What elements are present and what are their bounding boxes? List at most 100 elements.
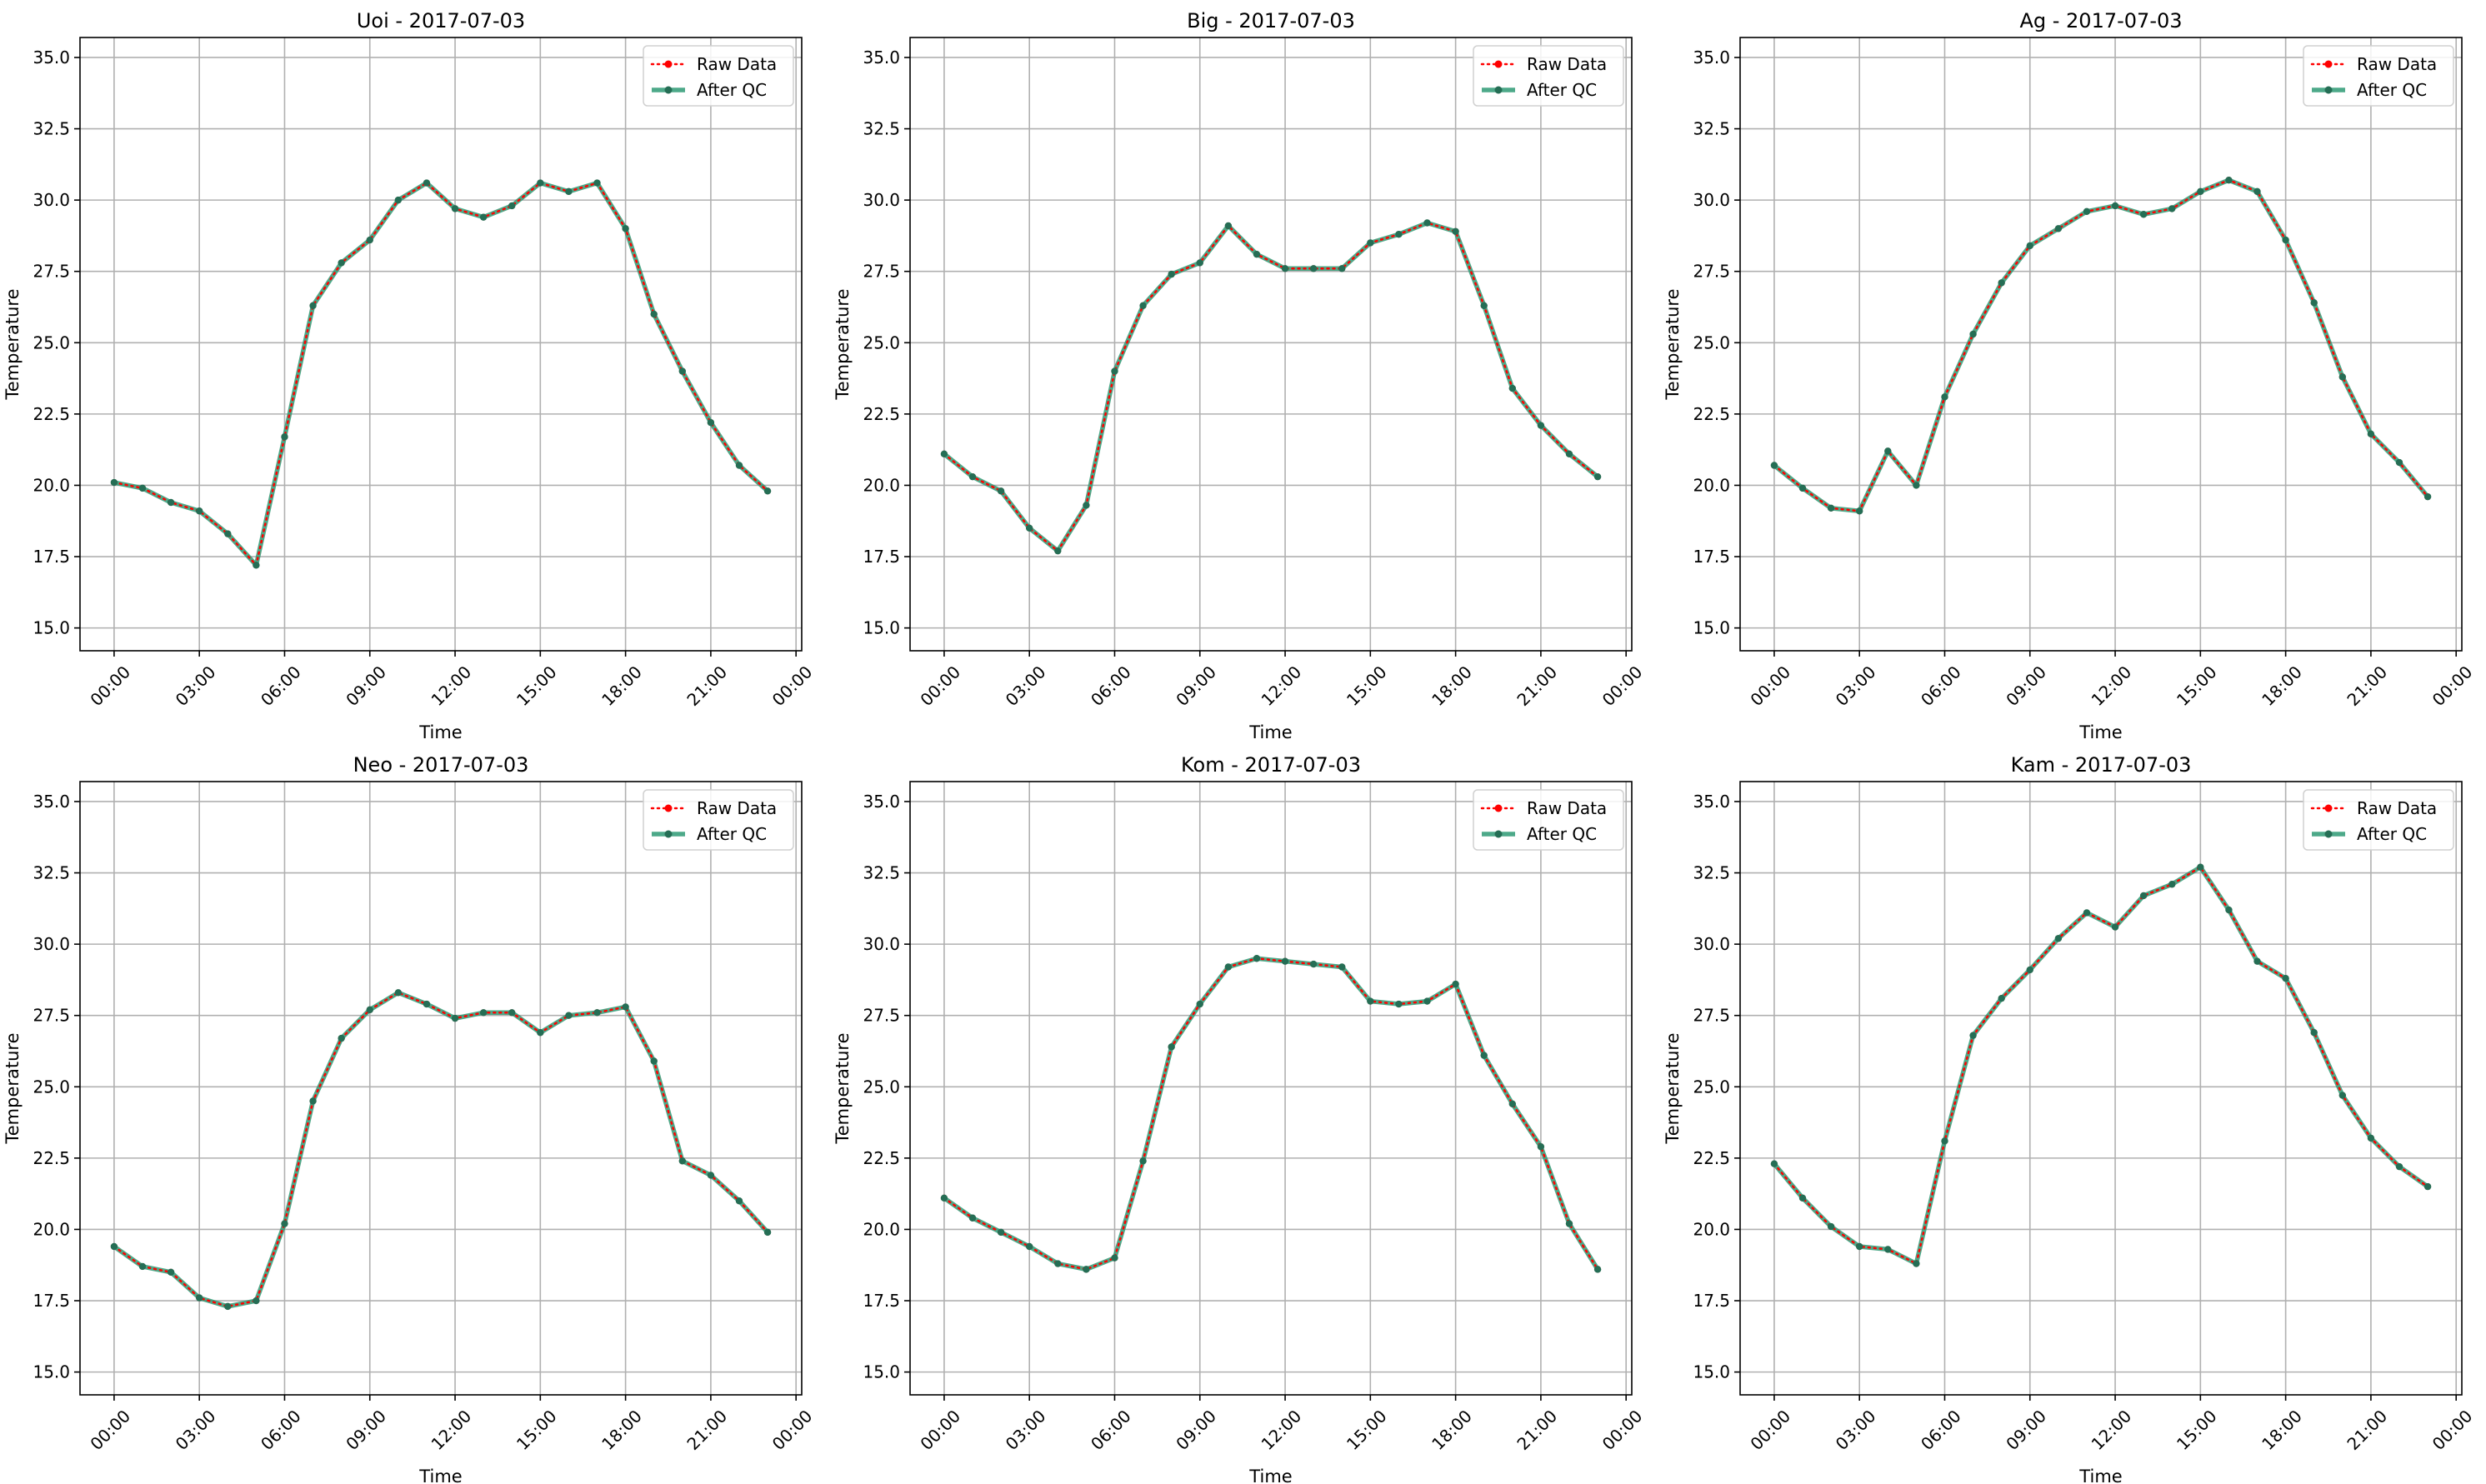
y-tick-label: 30.0 bbox=[863, 190, 900, 210]
legend-raw-label: Raw Data bbox=[2357, 54, 2437, 74]
y-tick-label: 15.0 bbox=[863, 1362, 900, 1382]
legend: Raw Data After QC bbox=[643, 789, 794, 851]
y-tick-label: 25.0 bbox=[1693, 1077, 1730, 1097]
x-tick-label: 09:00 bbox=[2002, 662, 2050, 710]
after-qc-point bbox=[1111, 367, 1118, 375]
grid-lines bbox=[1740, 37, 2462, 651]
x-tick-label: 06:00 bbox=[257, 662, 305, 710]
after-qc-point bbox=[1480, 302, 1488, 309]
y-tick-label: 20.0 bbox=[1693, 1219, 1730, 1239]
after-qc-point bbox=[678, 1157, 687, 1165]
after-qc-point bbox=[2310, 1029, 2318, 1037]
after-qc-point bbox=[1798, 484, 1807, 492]
x-tick-label: 18:00 bbox=[1428, 662, 1476, 710]
series-line-after-qc bbox=[1772, 864, 2430, 1267]
plot-area bbox=[1740, 782, 2462, 1395]
after-qc-point bbox=[1565, 1220, 1573, 1227]
after-qc-point bbox=[2338, 373, 2347, 381]
x-tick-label: 00:00 bbox=[86, 662, 134, 710]
y-tick-label: 22.5 bbox=[1693, 404, 1730, 424]
after-qc-point bbox=[2026, 966, 2033, 974]
after-qc-point bbox=[167, 1268, 175, 1277]
chart-title: Kom - 2017-07-03 bbox=[1181, 753, 1361, 777]
chart-title: Neo - 2017-07-03 bbox=[353, 753, 529, 777]
after-qc-point bbox=[2111, 202, 2119, 210]
legend-qc-label: After QC bbox=[697, 824, 767, 844]
y-tick-label: 27.5 bbox=[1693, 262, 1730, 282]
after-qc-point bbox=[508, 202, 516, 210]
plot-area bbox=[910, 782, 1632, 1395]
after-qc-point bbox=[366, 236, 373, 244]
x-axis-label: Time bbox=[2078, 722, 2122, 742]
series-line-after-qc bbox=[942, 956, 1600, 1272]
after-qc-point bbox=[997, 487, 1005, 495]
legend-qc-label: After QC bbox=[2357, 80, 2427, 100]
grid-lines bbox=[80, 37, 802, 651]
x-tick-label: 00:00 bbox=[1746, 662, 1794, 710]
after-qc-point bbox=[366, 1006, 373, 1014]
chart-panel-3: 15.0 17.5 20.0 22.5 25.0 27.5 30.0 32.5 35.0 00:0… bbox=[1663, 9, 2476, 742]
after-qc-point bbox=[423, 179, 431, 187]
x-tick-label: 15:00 bbox=[1343, 662, 1391, 710]
after-qc-point bbox=[1593, 1266, 1602, 1273]
x-tick-label: 09:00 bbox=[342, 1406, 390, 1454]
y-tick-label: 20.0 bbox=[33, 1219, 70, 1239]
x-tick-label: 00:00 bbox=[1746, 1406, 1794, 1454]
after-qc-point bbox=[1884, 1246, 1892, 1253]
after-qc-point bbox=[1423, 997, 1431, 1005]
after-qc-point bbox=[622, 225, 629, 232]
y-axis-label: Temperature bbox=[3, 288, 23, 400]
after-qc-point bbox=[1913, 482, 1920, 489]
after-qc-point bbox=[2168, 881, 2176, 888]
x-axis-label: Time bbox=[1248, 722, 1292, 742]
after-qc-point bbox=[253, 1297, 260, 1305]
after-qc-point bbox=[394, 989, 403, 997]
after-qc-point bbox=[593, 179, 601, 187]
x-axis-label: Time bbox=[1248, 1467, 1292, 1484]
after-qc-point bbox=[167, 498, 175, 507]
legend-qc-marker bbox=[1494, 830, 1503, 838]
after-qc-point bbox=[622, 1003, 629, 1011]
after-qc-point bbox=[2282, 236, 2289, 244]
after-qc-point bbox=[1309, 265, 1318, 272]
after-qc-point bbox=[997, 1228, 1005, 1237]
legend: Raw Data After QC bbox=[643, 45, 794, 107]
y-tick-label: 30.0 bbox=[1693, 934, 1730, 954]
after-qc-point bbox=[110, 1242, 118, 1251]
after-qc-point bbox=[451, 205, 459, 212]
after-qc-point bbox=[968, 1214, 977, 1222]
y-tick-label: 30.0 bbox=[33, 190, 70, 210]
y-tick-label: 30.0 bbox=[33, 934, 70, 954]
after-qc-point bbox=[2253, 187, 2261, 196]
legend-raw-marker bbox=[1494, 60, 1503, 68]
plot-area bbox=[80, 37, 802, 651]
x-tick-label: 21:00 bbox=[2343, 662, 2391, 710]
axes-frame bbox=[909, 37, 1633, 652]
x-tick-label: 09:00 bbox=[2002, 1406, 2050, 1454]
after-qc-point bbox=[1281, 957, 1289, 965]
after-qc-point bbox=[1855, 1242, 1863, 1251]
x-tick-label: 09:00 bbox=[342, 662, 390, 710]
after-qc-point bbox=[224, 1302, 232, 1311]
x-tick-label: 15:00 bbox=[2173, 662, 2221, 710]
after-qc-point bbox=[565, 187, 573, 196]
after-qc-point bbox=[2083, 207, 2091, 216]
x-tick-label: 12:00 bbox=[2088, 1406, 2136, 1454]
y-tick-label: 17.5 bbox=[1693, 1291, 1730, 1311]
y-tick-label: 17.5 bbox=[33, 1291, 70, 1311]
x-tick-label: 18:00 bbox=[598, 662, 646, 710]
after-qc-point bbox=[968, 472, 977, 481]
y-tick-label: 30.0 bbox=[863, 934, 900, 954]
after-qc-point bbox=[1941, 1137, 1948, 1145]
x-tick-label: 03:00 bbox=[1002, 662, 1050, 710]
after-qc-point bbox=[138, 484, 147, 492]
y-tick-label: 35.0 bbox=[863, 792, 900, 812]
after-qc-point bbox=[479, 213, 488, 221]
legend-qc-label: After QC bbox=[1527, 824, 1597, 844]
after-qc-point bbox=[1480, 1052, 1488, 1059]
after-qc-point bbox=[224, 530, 232, 537]
x-tick-label: 18:00 bbox=[598, 1406, 646, 1454]
x-tick-label: 06:00 bbox=[1087, 662, 1135, 710]
y-tick-label: 25.0 bbox=[863, 1077, 900, 1097]
